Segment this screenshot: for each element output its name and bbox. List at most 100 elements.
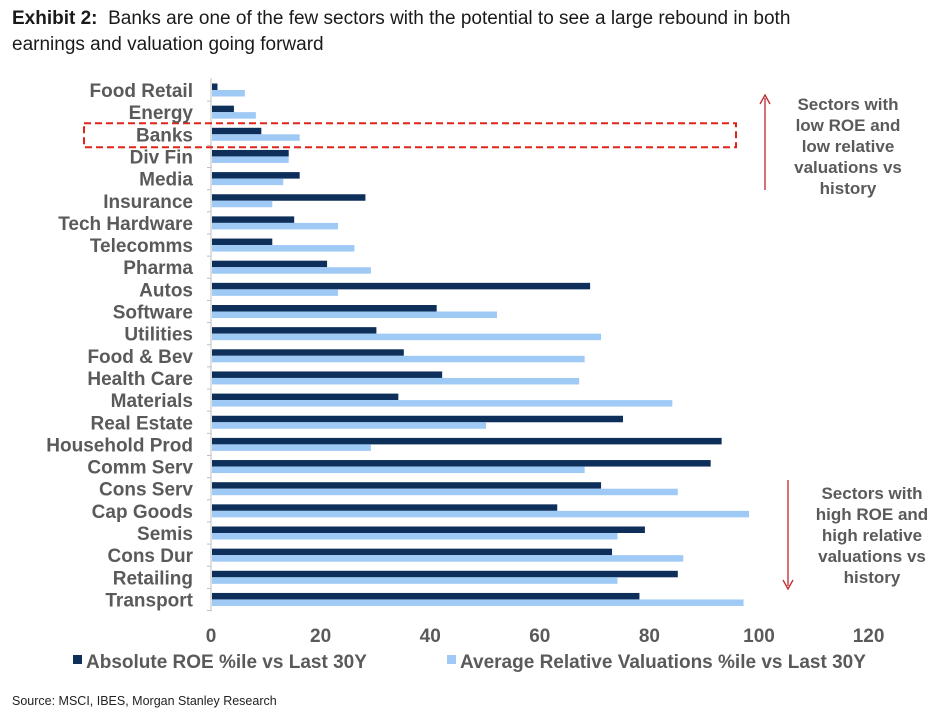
bar-roe xyxy=(212,260,328,268)
x-tick-label: 40 xyxy=(420,626,441,647)
title-line-2: earnings and valuation going forward xyxy=(12,34,324,55)
annotation-bottom-line: valuations vs xyxy=(818,547,926,566)
annotation-top-line: valuations vs xyxy=(794,158,902,177)
bar-valuation xyxy=(212,488,678,496)
annotation-top-line: low ROE and xyxy=(796,116,901,135)
bar-roe xyxy=(212,460,711,467)
bar-valuation xyxy=(212,422,486,429)
bar-roe xyxy=(212,83,218,90)
category-label: Cons Dur xyxy=(108,546,194,567)
bar-valuation xyxy=(212,400,673,407)
bar-valuation xyxy=(212,533,618,540)
category-label: Insurance xyxy=(103,192,193,213)
arrow-up-head xyxy=(759,93,771,105)
bar-roe xyxy=(212,216,295,223)
annotation-bottom-line: history xyxy=(844,568,901,587)
annotation-bottom-line: high ROE and xyxy=(816,505,928,524)
bar-valuation xyxy=(212,555,684,562)
bar-roe xyxy=(212,371,443,378)
bar-roe xyxy=(212,305,437,312)
legend-swatch-valuation xyxy=(447,655,456,664)
category-label: Software xyxy=(113,303,193,324)
x-tick-label: 0 xyxy=(206,626,217,647)
x-tick-label: 120 xyxy=(853,626,885,647)
category-label: Transport xyxy=(105,590,193,611)
bar-roe xyxy=(212,526,645,533)
bar-valuation xyxy=(212,333,602,341)
bar-roe xyxy=(212,105,234,113)
annotation-top-line: Sectors with xyxy=(797,95,898,114)
category-label: Energy xyxy=(129,103,194,124)
title-line-1: Banks are one of the few sectors with th… xyxy=(108,8,791,29)
bar-valuation xyxy=(212,267,371,274)
category-label: Materials xyxy=(111,391,193,412)
bar-roe xyxy=(212,194,366,201)
bar-roe xyxy=(212,238,273,246)
annotation-bottom-line: high relative xyxy=(822,526,922,545)
bar-roe xyxy=(212,127,262,135)
category-label: Health Care xyxy=(87,369,193,390)
category-label: Telecomms xyxy=(90,236,193,257)
category-label: Real Estate xyxy=(91,413,193,434)
legend-label-valuation: Average Relative Valuations %ile vs Last… xyxy=(460,652,866,673)
category-label: Cap Goods xyxy=(92,502,193,523)
category-label: Retailing xyxy=(113,568,193,589)
bar-valuation xyxy=(212,444,371,451)
category-label: Comm Serv xyxy=(87,458,193,479)
category-label: Pharma xyxy=(123,258,193,279)
bar-roe xyxy=(212,349,404,356)
bar-roe xyxy=(212,172,300,179)
bar-valuation xyxy=(212,245,355,252)
bar-roe xyxy=(212,437,722,445)
bar-valuation xyxy=(212,289,339,296)
category-label: Food & Bev xyxy=(87,347,193,368)
category-label: Autos xyxy=(139,280,193,301)
exhibit-label: Exhibit 2: xyxy=(12,8,98,29)
category-label: Food Retail xyxy=(90,81,193,102)
bar-valuation xyxy=(212,178,284,186)
bar-valuation xyxy=(212,90,245,97)
bar-valuation xyxy=(212,466,585,474)
bar-roe xyxy=(212,482,602,489)
bar-roe xyxy=(212,415,623,423)
bar-roe xyxy=(212,149,289,157)
bar-valuation xyxy=(212,377,580,385)
chart-title: Exhibit 2: Banks are one of the few sect… xyxy=(12,6,922,58)
annotation-top-line: history xyxy=(820,179,877,198)
category-label: Banks xyxy=(136,125,193,146)
category-label: Household Prod xyxy=(46,435,193,456)
bar-roe xyxy=(212,327,377,334)
bar-valuation xyxy=(212,200,273,208)
arrow-down-head xyxy=(782,579,794,591)
x-tick-label: 100 xyxy=(743,626,775,647)
bar-valuation xyxy=(212,510,750,518)
category-label: Tech Hardware xyxy=(58,214,193,235)
legend-swatch-roe xyxy=(73,655,82,664)
bar-valuation xyxy=(212,156,289,163)
banks-highlight-box xyxy=(83,122,737,149)
bar-valuation xyxy=(212,134,300,141)
x-tick-label: 60 xyxy=(529,626,550,647)
bar-roe xyxy=(212,570,678,578)
bar-roe xyxy=(212,282,591,290)
legend-label-roe: Absolute ROE %ile vs Last 30Y xyxy=(86,652,367,673)
bar-valuation xyxy=(212,222,339,230)
category-label: Div Fin xyxy=(130,147,193,168)
bar-roe xyxy=(212,504,558,511)
bar-valuation xyxy=(212,599,744,606)
annotation-bottom-line: Sectors with xyxy=(821,484,922,503)
category-label: Semis xyxy=(137,524,193,545)
category-label: Media xyxy=(139,170,193,191)
annotation-top-line: low relative xyxy=(802,137,895,156)
bar-valuation xyxy=(212,577,618,584)
x-tick-label: 20 xyxy=(310,626,331,647)
bar-roe xyxy=(212,548,613,556)
bar-valuation xyxy=(212,112,256,119)
bar-valuation xyxy=(212,311,497,318)
category-label: Utilities xyxy=(124,325,193,346)
x-tick-label: 80 xyxy=(639,626,660,647)
source-note: Source: MSCI, IBES, Morgan Stanley Resea… xyxy=(12,694,277,708)
bar-valuation xyxy=(212,355,585,363)
bar-roe xyxy=(212,592,640,600)
